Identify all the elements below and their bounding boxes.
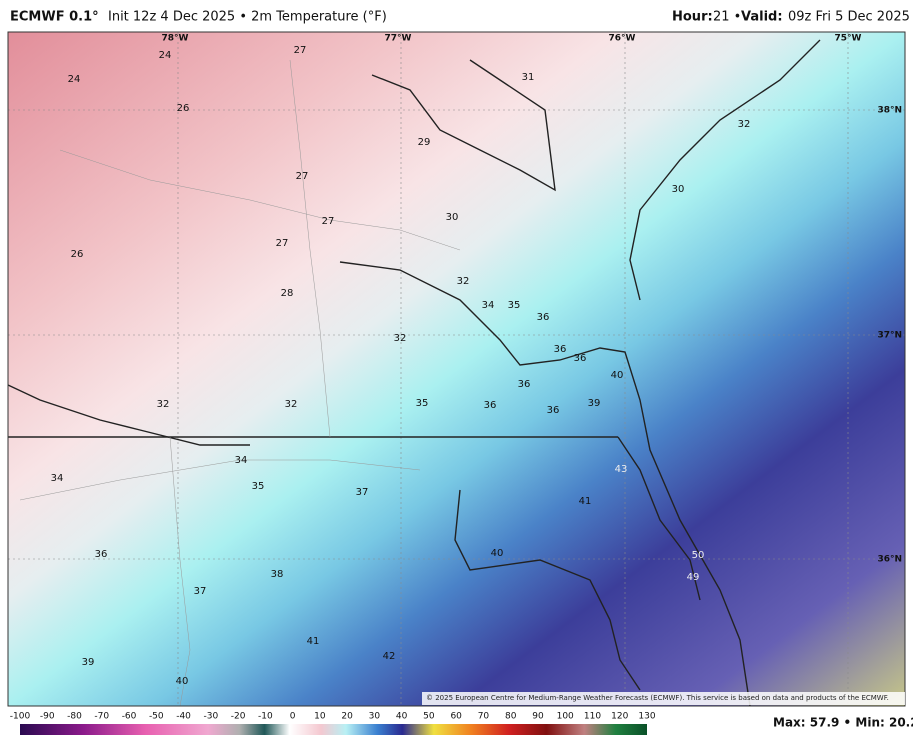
colorbar-label: 70 — [478, 712, 490, 722]
coastline — [7, 39, 821, 707]
station-value: 34 — [482, 300, 495, 311]
station-value: 32 — [738, 119, 751, 130]
longitude-label: 78°W — [162, 34, 189, 44]
station-value: 32 — [285, 399, 298, 410]
station-value: 41 — [307, 636, 320, 647]
station-value: 27 — [276, 238, 289, 249]
station-value: 35 — [416, 398, 429, 409]
latitude-label: 36°N — [877, 555, 902, 565]
station-value: 39 — [82, 657, 95, 668]
station-value: 26 — [177, 103, 190, 114]
colorbar-label: 20 — [341, 712, 353, 722]
station-value: 36 — [574, 353, 587, 364]
run-description: Init 12z 4 Dec 2025 • 2m Temperature (°F… — [108, 10, 387, 25]
colorbar-label: 120 — [611, 712, 628, 722]
colorbar-label: 40 — [396, 712, 408, 722]
station-value: 30 — [672, 184, 685, 195]
colorbar-label: -80 — [67, 712, 82, 722]
station-value: 49 — [687, 572, 700, 583]
latitude-label: 38°N — [877, 106, 902, 116]
county-lines — [19, 59, 461, 707]
model-name: ECMWF 0.1° — [10, 10, 99, 25]
colorbar-label: -60 — [122, 712, 137, 722]
station-value: 38 — [271, 569, 284, 580]
temperature-field — [8, 32, 905, 706]
copyright-box — [422, 692, 905, 705]
colorbar-label: 130 — [638, 712, 655, 722]
colorbar-label: 0 — [290, 712, 296, 722]
station-value: 30 — [446, 212, 459, 223]
station-value: 27 — [322, 216, 335, 227]
colorbar-label: 50 — [423, 712, 435, 722]
colorbar-label: -90 — [40, 712, 55, 722]
station-value: 32 — [457, 276, 470, 287]
station-value: 40 — [491, 548, 504, 559]
station-value: 27 — [296, 171, 309, 182]
station-value: 26 — [71, 249, 84, 260]
colorbar-label: -10 — [258, 712, 273, 722]
station-value: 37 — [356, 487, 369, 498]
colorbar-label: -20 — [231, 712, 246, 722]
latitude-label: 37°N — [877, 331, 902, 341]
copyright: © 2025 European Centre for Medium-Range … — [426, 694, 889, 702]
colorbar-label: 110 — [584, 712, 601, 722]
station-value: 27 — [294, 45, 307, 56]
max-min: Max: 57.9 • Min: 20.2 — [773, 716, 913, 730]
station-value: 29 — [418, 137, 431, 148]
station-value: 36 — [547, 405, 560, 416]
station-value: 37 — [194, 586, 207, 597]
station-value: 35 — [508, 300, 521, 311]
station-value: 24 — [159, 50, 172, 61]
station-value: 42 — [383, 651, 396, 662]
station-value: 40 — [611, 370, 624, 381]
station-value: 32 — [157, 399, 170, 410]
hour-label: Hour: — [672, 10, 713, 25]
station-value: 24 — [68, 74, 81, 85]
colorbar-label: 100 — [557, 712, 574, 722]
longitude-label: 75°W — [835, 34, 862, 44]
colorbar-label: -40 — [176, 712, 191, 722]
station-value: 39 — [588, 398, 601, 409]
colorbar-label: 30 — [369, 712, 381, 722]
colorbar-label: 60 — [450, 712, 462, 722]
station-value: 34 — [235, 455, 248, 466]
hour-value: 21 • — [713, 10, 741, 25]
station-value: 36 — [554, 344, 567, 355]
station-value: 28 — [281, 288, 294, 299]
station-value: 36 — [537, 312, 550, 323]
station-value: 50 — [692, 550, 705, 561]
station-value: 36 — [484, 400, 497, 411]
station-value: 32 — [394, 333, 407, 344]
station-value: 35 — [252, 481, 265, 492]
longitude-label: 77°W — [385, 34, 412, 44]
colorbar-label: -100 — [10, 712, 31, 722]
graticule — [8, 32, 905, 706]
valid-label: Valid: — [741, 10, 783, 25]
station-value: 31 — [522, 72, 535, 83]
valid-value: 09z Fri 5 Dec 2025 — [788, 10, 910, 25]
station-value: 36 — [518, 379, 531, 390]
longitude-label: 76°W — [609, 34, 636, 44]
colorbar-label: -50 — [149, 712, 164, 722]
colorbar-label: 10 — [314, 712, 326, 722]
colorbar — [20, 724, 647, 735]
station-value: 40 — [176, 676, 189, 687]
map-frame — [7, 31, 906, 707]
station-value: 36 — [95, 549, 108, 560]
station-value: 34 — [51, 473, 64, 484]
station-value: 43 — [615, 464, 628, 475]
colorbar-label: 80 — [505, 712, 517, 722]
colorbar-label: -70 — [94, 712, 109, 722]
station-value: 41 — [579, 496, 592, 507]
colorbar-label: -30 — [203, 712, 218, 722]
colorbar-label: 90 — [532, 712, 544, 722]
